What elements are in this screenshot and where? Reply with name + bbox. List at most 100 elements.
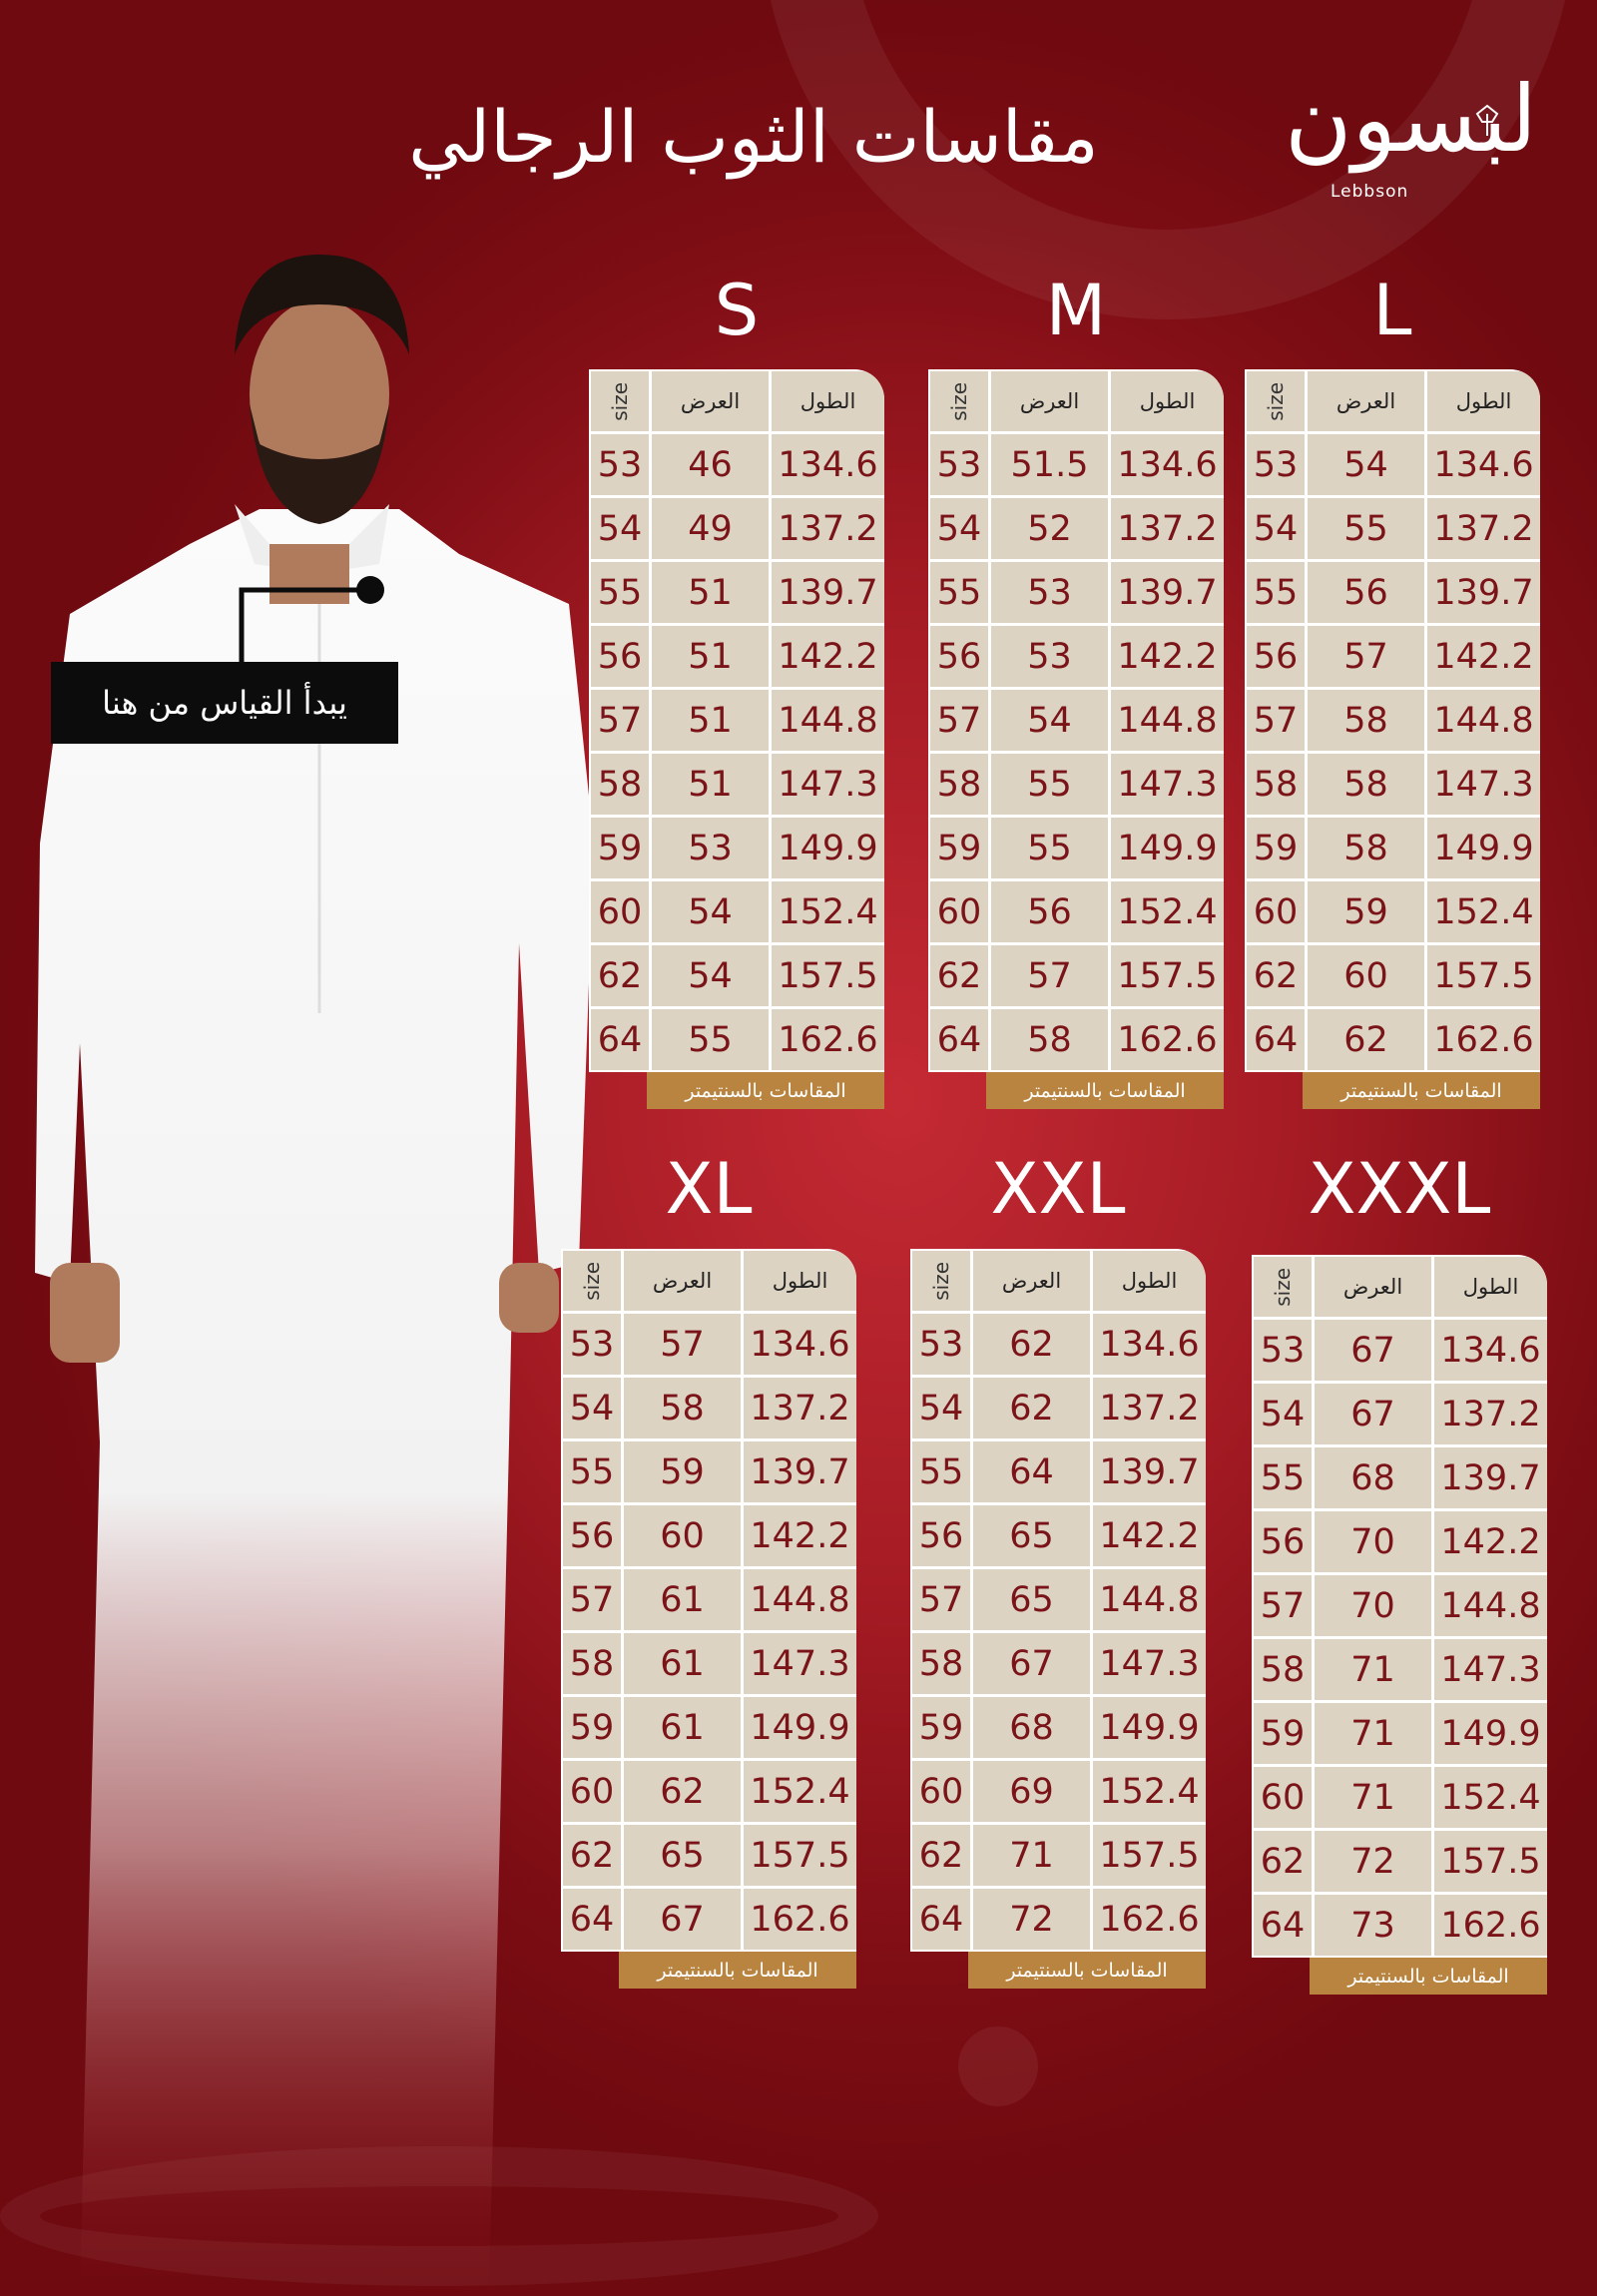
size-cell: 59	[1247, 818, 1305, 878]
width-cell: 55	[652, 1009, 769, 1070]
size-cell: 62	[1247, 945, 1305, 1006]
size-cell: 58	[1247, 754, 1305, 815]
width-cell: 53	[991, 626, 1108, 687]
length-cell: 157.5	[1427, 945, 1540, 1006]
size-cell: 57	[912, 1569, 970, 1630]
length-cell: 139.7	[1434, 1447, 1547, 1508]
size-label-s: S	[714, 270, 760, 351]
width-cell: 73	[1315, 1895, 1431, 1956]
length-cell: 144.8	[1427, 690, 1540, 751]
decor-circle	[958, 2026, 1038, 2106]
size-label-l: L	[1372, 270, 1412, 351]
length-cell: 152.4	[744, 1761, 856, 1822]
header-size-text: size	[947, 381, 971, 421]
table-grid: size العرض الطول 53 67 134.6 54 67 137.2 55 68 139.…	[1252, 1255, 1547, 1958]
width-cell: 62	[973, 1314, 1090, 1375]
width-cell: 71	[973, 1825, 1090, 1886]
measure-start-label: يبدأ القياس من هنا	[51, 662, 398, 744]
length-cell: 134.6	[1427, 434, 1540, 495]
length-cell: 147.3	[1093, 1633, 1206, 1694]
size-cell: 59	[563, 1697, 621, 1758]
width-cell: 65	[973, 1505, 1090, 1566]
length-cell: 139.7	[1111, 562, 1224, 623]
size-cell: 62	[1254, 1831, 1312, 1892]
table-grid: size العرض الطول 53 54 134.6 54 55 137.2 55 56 139.…	[1245, 369, 1540, 1072]
length-cell: 149.9	[1093, 1697, 1206, 1758]
width-cell: 55	[991, 818, 1108, 878]
header-size-text: size	[1271, 1267, 1295, 1307]
length-cell: 152.4	[1427, 881, 1540, 942]
size-cell: 55	[1247, 562, 1305, 623]
width-cell: 72	[1315, 1831, 1431, 1892]
size-cell: 54	[1254, 1384, 1312, 1444]
length-cell: 162.6	[772, 1009, 884, 1070]
size-cell: 60	[1247, 881, 1305, 942]
length-cell: 157.5	[772, 945, 884, 1006]
size-cell: 62	[912, 1825, 970, 1886]
units-footer: المقاسات بالسنتيمتر	[968, 1952, 1206, 1989]
header-length: الطول	[1427, 371, 1540, 431]
length-cell: 149.9	[1434, 1703, 1547, 1764]
table-grid: size العرض الطول 53 62 134.6 54 62 137.2 55 64 139.…	[910, 1249, 1206, 1952]
size-cell: 60	[563, 1761, 621, 1822]
size-cell: 53	[591, 434, 649, 495]
length-cell: 144.8	[1111, 690, 1224, 751]
width-cell: 57	[1308, 626, 1424, 687]
width-cell: 67	[1315, 1320, 1431, 1381]
header-size-text: size	[580, 1261, 604, 1301]
size-cell: 59	[1254, 1703, 1312, 1764]
width-cell: 67	[624, 1889, 741, 1950]
width-cell: 56	[1308, 562, 1424, 623]
width-cell: 53	[991, 562, 1108, 623]
width-cell: 69	[973, 1761, 1090, 1822]
size-cell: 53	[1247, 434, 1305, 495]
width-cell: 59	[1308, 881, 1424, 942]
width-cell: 58	[991, 1009, 1108, 1070]
width-cell: 72	[973, 1889, 1090, 1950]
width-cell: 65	[973, 1569, 1090, 1630]
shirt-collar-icon	[1475, 104, 1499, 136]
width-cell: 61	[624, 1697, 741, 1758]
width-cell: 64	[973, 1441, 1090, 1502]
size-cell: 55	[1254, 1447, 1312, 1508]
size-cell: 54	[1247, 498, 1305, 559]
length-cell: 137.2	[772, 498, 884, 559]
length-cell: 142.2	[772, 626, 884, 687]
length-cell: 147.3	[744, 1633, 856, 1694]
length-cell: 134.6	[772, 434, 884, 495]
width-cell: 58	[1308, 754, 1424, 815]
size-cell: 58	[1254, 1639, 1312, 1700]
width-cell: 71	[1315, 1767, 1431, 1828]
length-cell: 152.4	[772, 881, 884, 942]
width-cell: 57	[991, 945, 1108, 1006]
units-footer: المقاسات بالسنتيمتر	[647, 1072, 884, 1109]
length-cell: 137.2	[1093, 1378, 1206, 1438]
length-cell: 149.9	[772, 818, 884, 878]
size-cell: 55	[591, 562, 649, 623]
width-cell: 54	[1308, 434, 1424, 495]
header-length: الطول	[1093, 1251, 1206, 1311]
size-cell: 54	[930, 498, 988, 559]
length-cell: 139.7	[772, 562, 884, 623]
width-cell: 46	[652, 434, 769, 495]
header-size: size	[563, 1251, 621, 1311]
width-cell: 71	[1315, 1639, 1431, 1700]
size-cell: 55	[912, 1441, 970, 1502]
table-grid: size العرض الطول 53 46 134.6 54 49 137.2 55 51 139.…	[589, 369, 884, 1072]
width-cell: 51	[652, 754, 769, 815]
width-cell: 53	[652, 818, 769, 878]
width-cell: 70	[1315, 1511, 1431, 1572]
width-cell: 57	[624, 1314, 741, 1375]
width-cell: 61	[624, 1633, 741, 1694]
header-length: الطول	[744, 1251, 856, 1311]
table-grid: size العرض الطول 53 51.5 134.6 54 52 137.2 55 53 13…	[928, 369, 1224, 1072]
width-cell: 60	[1308, 945, 1424, 1006]
length-cell: 149.9	[1111, 818, 1224, 878]
width-cell: 51	[652, 562, 769, 623]
length-cell: 147.3	[1427, 754, 1540, 815]
length-cell: 134.6	[1434, 1320, 1547, 1381]
width-cell: 62	[973, 1378, 1090, 1438]
length-cell: 137.2	[1111, 498, 1224, 559]
width-cell: 68	[1315, 1447, 1431, 1508]
model-photo	[35, 255, 594, 2296]
